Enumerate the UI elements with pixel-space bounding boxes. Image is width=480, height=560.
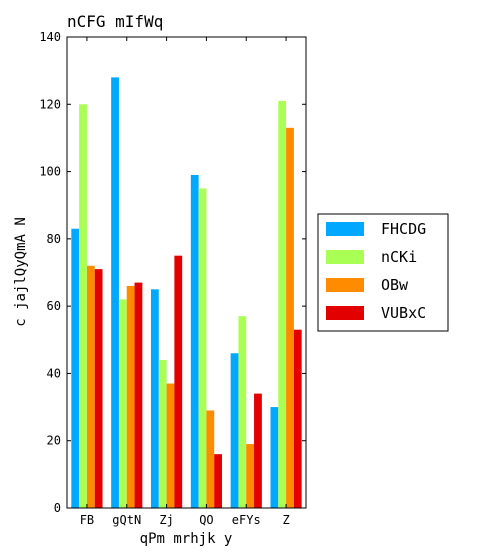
bar-OBw-QO xyxy=(206,410,215,508)
bar-VUBxC-Z xyxy=(293,329,302,508)
y-tick-label: 100 xyxy=(39,165,61,179)
y-tick-label: 20 xyxy=(47,434,61,448)
legend-swatch-VUBxC xyxy=(326,306,364,320)
legend: FHCDG nCKi OBw VUBxC xyxy=(317,213,449,332)
legend-label-FHCDG: FHCDG xyxy=(381,220,426,238)
bar-nCKi-gQtN xyxy=(118,299,127,508)
x-tick-label: FB xyxy=(80,513,94,527)
y-tick-label: 40 xyxy=(47,366,61,380)
y-axis-label: c jajlQyQmA N xyxy=(13,217,29,327)
x-tick-label: Zj xyxy=(159,513,173,527)
legend-swatch-nCKi xyxy=(326,250,364,264)
bar-VUBxC-gQtN xyxy=(134,282,143,508)
bar-FHCDG-gQtN xyxy=(111,77,119,509)
bar-VUBxC-QO xyxy=(214,454,223,508)
bar-OBw-gQtN xyxy=(126,285,135,508)
y-axis: 0 20 40 60 80 100 120 140 xyxy=(39,30,306,515)
bar-nCKi-FB xyxy=(79,104,87,508)
legend-swatch-OBw xyxy=(326,278,364,292)
bar-OBw-FB xyxy=(86,265,95,508)
x-tick-label: QO xyxy=(199,513,213,527)
bar-nCKi-Z xyxy=(278,100,287,509)
bar-VUBxC-Zj xyxy=(174,255,183,508)
bar-FHCDG-eFYs xyxy=(230,353,239,508)
bar-nCKi-QO xyxy=(198,188,207,508)
bar-OBw-Z xyxy=(286,127,294,508)
legend-label-nCKi: nCKi xyxy=(381,248,417,266)
y-tick-label: 0 xyxy=(54,501,61,515)
legend-label-OBw: OBw xyxy=(381,276,409,294)
x-tick-label: eFYs xyxy=(232,513,261,527)
y-tick-label: 120 xyxy=(39,97,61,111)
chart-title: nCFG mIfWq xyxy=(67,12,163,31)
x-axis: FB gQtN Zj QO eFYs Z xyxy=(80,37,290,527)
bar-FHCDG-QO xyxy=(190,174,199,508)
bar-FHCDG-FB xyxy=(71,228,80,508)
bar-OBw-Zj xyxy=(166,383,175,508)
x-axis-label: qPm mrhjk y xyxy=(140,531,233,547)
bar-nCKi-eFYs xyxy=(238,316,247,508)
x-tick-label: Z xyxy=(282,513,289,527)
y-tick-label: 60 xyxy=(47,299,61,313)
y-tick-label: 80 xyxy=(47,232,61,246)
legend-label-VUBxC: VUBxC xyxy=(381,304,426,322)
bar-FHCDG-Z xyxy=(270,407,279,508)
legend-swatch-FHCDG xyxy=(326,222,364,236)
plot-frame xyxy=(66,36,307,509)
bars-group xyxy=(71,77,302,509)
x-tick-label: gQtN xyxy=(112,513,141,527)
bar-FHCDG-Zj xyxy=(150,289,159,508)
bar-OBw-eFYs xyxy=(246,444,255,508)
bar-VUBxC-eFYs xyxy=(254,393,262,508)
y-tick-label: 140 xyxy=(39,30,61,44)
bar-nCKi-Zj xyxy=(158,359,167,508)
bar-VUBxC-FB xyxy=(94,269,103,508)
